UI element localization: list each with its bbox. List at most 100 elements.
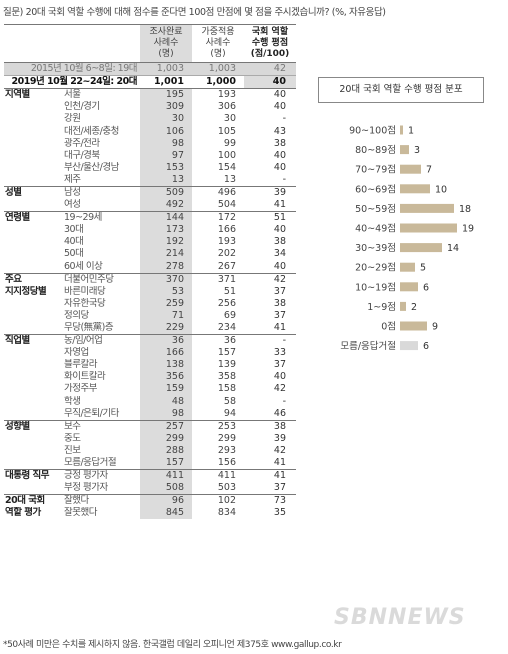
group-label [4,248,62,260]
sample-count: 153 [140,161,192,174]
weighted-count: 13 [223,173,236,185]
category-label: 0점 [381,321,396,333]
table-row: 대통령 직무 긍정 평가자 411 411 41 [4,469,296,483]
score-value: 41 [244,469,296,483]
bar [400,262,415,272]
table-row: 지지정당별 바른미래당 53 51 37 [4,285,296,298]
sample-count: 257 [140,419,192,433]
weighted-count: 156 [217,457,236,469]
sub-label: 부정 평가자 [64,482,108,494]
sample-count: 71 [140,309,192,322]
sub-label: 30대 [64,224,84,236]
group-label [4,236,62,248]
sample-count: 53 [140,285,192,298]
table-row: 인천/경기 309 306 40 [4,101,296,114]
group-label [4,224,62,236]
score-distribution-chart: 90~100점 1 80~89점 3 70~79점 7 60~69점 10 50~59점 18 40… [340,125,474,353]
cur-n: 1,001 [140,75,192,90]
weighted-count: 102 [192,494,244,508]
sub-label: 50대 [64,248,84,260]
group-label: 연령별 [4,211,62,225]
sub-label: 40대 [64,236,84,248]
bar [400,301,406,311]
sample-count: 288 [140,444,192,457]
category-label: 10~19점 [355,281,396,293]
score-value: - [244,334,296,348]
bar-value-label: 6 [423,341,429,352]
weighted-count: 504 [217,199,236,211]
group-label [4,310,62,322]
sub-label: 자영업 [64,347,89,359]
score-value: 46 [273,407,286,419]
sample-count: 13 [140,173,192,187]
group-label [4,125,62,137]
weighted-count: 94 [223,407,236,419]
table-row: 자유한국당 259 256 38 [4,297,296,310]
score-value: - [282,395,286,407]
weighted-count: 158 [217,383,236,395]
sample-count: 192 [140,236,192,249]
score-value: 37 [273,359,286,371]
sub-label: 제주 [64,173,81,185]
group-label: 성별 [4,185,62,200]
table-row: 성향별 보수 257 253 38 [4,419,296,433]
group-label: 주요 [4,272,62,286]
sample-count: 144 [140,211,192,225]
sample-count: 411 [140,469,192,483]
prev-n: 1,003 [140,62,192,77]
group-label: 직업별 [4,334,62,348]
sample-count: 159 [140,383,192,396]
sub-label: 19~29세 [62,211,140,225]
category-label: 1~9점 [367,301,396,313]
cur-label: 2019년 10월 22~24일: 20대 [4,75,140,90]
results-table: 조사완료 사례수 (명) 가중적용 사례수 (명) 국회 역할 수행 평점 (점/100) … [4,24,296,520]
score-value: 35 [273,507,286,519]
bar [400,223,457,233]
table-row: 30대 173 166 40 [4,224,296,237]
sample-count: 173 [140,224,192,237]
header-blank [4,24,140,63]
sub-label: 잘했다 [62,494,140,508]
cur-score: 40 [244,75,296,90]
score-value: 42 [273,444,286,456]
table-row: 자영업 166 157 33 [4,347,296,360]
group-label: 성향별 [4,419,62,433]
category-label: 30~39점 [355,242,396,254]
weighted-count: 139 [217,359,236,371]
score-value: 37 [273,309,286,321]
bar-value-label: 14 [447,243,459,254]
sample-count: 356 [140,371,192,384]
sub-label: 더불어민주당 [62,272,140,286]
score-value: 51 [244,211,296,225]
question-text: 질문) 20대 국회 역할 수행에 대해 점수를 준다면 100점 만점에 몇 … [3,7,386,18]
group-label: 역할 평가 [5,507,41,519]
weighted-count: 834 [217,507,236,519]
table-row: 연령별 19~29세 144 172 51 [4,211,296,225]
table-row: 지역별 서울 195 193 40 [4,88,296,102]
group-label [4,150,62,162]
sample-count: 48 [140,395,192,408]
weighted-count: 99 [223,137,236,149]
results-table-wrap: 조사완료 사례수 (명) 가중적용 사례수 (명) 국회 역할 수행 평점 (점/100) … [4,24,296,520]
table-row: 가정주부 159 158 42 [4,383,296,396]
table-row: 광주/전라 98 99 38 [4,137,296,150]
bar-value-label: 10 [435,184,447,195]
sub-label: 대구/경북 [64,149,100,161]
table-row: 중도 299 299 39 [4,432,296,445]
table-row: 60세 이상 278 267 40 [4,260,296,274]
weighted-count: 202 [217,248,236,260]
group-label [4,199,62,212]
sub-label: 부산/울산/경남 [64,161,119,173]
sub-label: 긍정 평가자 [62,469,140,483]
group-label: 지지정당별 [5,285,47,297]
sample-count: 138 [140,359,192,372]
group-label [4,433,62,445]
weighted-count: 299 [217,432,236,444]
weighted-count: 154 [217,161,236,173]
weighted-count: 193 [217,236,236,248]
weighted-count: 358 [217,371,236,383]
group-label [4,174,62,187]
sample-count: 98 [140,407,192,421]
sub-label: 모름/응답거절 [64,457,117,469]
sample-count: 278 [140,260,192,274]
